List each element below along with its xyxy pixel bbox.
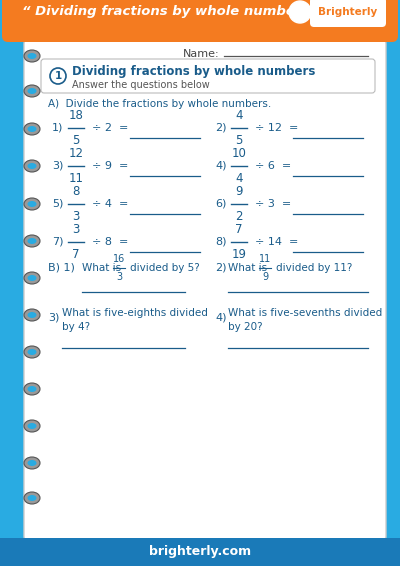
Ellipse shape — [24, 383, 40, 395]
Text: 3: 3 — [116, 272, 122, 282]
Text: 9: 9 — [262, 272, 268, 282]
Text: divided by 5?: divided by 5? — [130, 263, 200, 273]
Text: 4): 4) — [215, 161, 226, 171]
Ellipse shape — [24, 346, 40, 358]
Ellipse shape — [28, 423, 36, 429]
Text: 4: 4 — [235, 172, 243, 185]
Text: divided by 11?: divided by 11? — [276, 263, 352, 273]
Ellipse shape — [24, 420, 40, 432]
Text: A)  Divide the fractions by whole numbers.: A) Divide the fractions by whole numbers… — [48, 99, 271, 109]
Ellipse shape — [28, 349, 36, 355]
Text: ÷ 14  =: ÷ 14 = — [255, 237, 298, 247]
Text: 5): 5) — [52, 199, 63, 209]
Text: What is: What is — [82, 263, 121, 273]
Text: 2): 2) — [215, 263, 226, 273]
Text: 8: 8 — [72, 185, 80, 198]
Ellipse shape — [28, 275, 36, 281]
Ellipse shape — [28, 163, 36, 169]
Ellipse shape — [28, 460, 36, 466]
Text: 5: 5 — [72, 134, 80, 147]
Ellipse shape — [28, 53, 36, 59]
Text: ÷ 8  =: ÷ 8 = — [92, 237, 128, 247]
Ellipse shape — [24, 235, 40, 247]
Text: ÷ 12  =: ÷ 12 = — [255, 123, 298, 133]
Circle shape — [289, 1, 311, 23]
Text: 9: 9 — [235, 185, 243, 198]
Text: by 20?: by 20? — [228, 322, 263, 332]
Text: B) 1): B) 1) — [48, 263, 75, 273]
Text: 11: 11 — [68, 172, 84, 185]
Text: ÷ 4  =: ÷ 4 = — [92, 199, 128, 209]
Ellipse shape — [24, 50, 40, 62]
Ellipse shape — [24, 309, 40, 321]
Circle shape — [50, 68, 66, 84]
Ellipse shape — [24, 160, 40, 172]
Text: by 4?: by 4? — [62, 322, 90, 332]
Ellipse shape — [28, 386, 36, 392]
Text: 6): 6) — [215, 199, 226, 209]
Text: 4: 4 — [235, 109, 243, 122]
Text: ÷ 3  =: ÷ 3 = — [255, 199, 291, 209]
Text: 7): 7) — [52, 237, 64, 247]
Ellipse shape — [24, 85, 40, 97]
Ellipse shape — [28, 88, 36, 94]
Text: What is: What is — [228, 263, 267, 273]
FancyBboxPatch shape — [24, 38, 386, 542]
Ellipse shape — [28, 126, 36, 132]
Ellipse shape — [28, 312, 36, 318]
Text: 18: 18 — [68, 109, 84, 122]
Text: ÷ 2  =: ÷ 2 = — [92, 123, 128, 133]
Ellipse shape — [24, 457, 40, 469]
Text: Brighterly: Brighterly — [318, 7, 378, 17]
Text: 5: 5 — [235, 134, 243, 147]
Text: 19: 19 — [232, 248, 246, 261]
Text: 3: 3 — [72, 223, 80, 236]
Text: 3): 3) — [48, 313, 59, 323]
Text: 3): 3) — [52, 161, 63, 171]
Text: 11: 11 — [259, 254, 271, 264]
Text: ÷ 6  =: ÷ 6 = — [255, 161, 291, 171]
FancyBboxPatch shape — [310, 0, 386, 27]
Text: ÷ 9  =: ÷ 9 = — [92, 161, 128, 171]
Text: brighterly.com: brighterly.com — [149, 546, 251, 559]
Ellipse shape — [24, 272, 40, 284]
Ellipse shape — [28, 238, 36, 244]
Text: 8): 8) — [215, 237, 226, 247]
Text: 10: 10 — [232, 147, 246, 160]
Ellipse shape — [28, 495, 36, 501]
Text: 1: 1 — [54, 71, 62, 81]
Text: 4): 4) — [215, 313, 226, 323]
Text: What is five-eighths divided: What is five-eighths divided — [62, 308, 208, 318]
Text: 7: 7 — [235, 223, 243, 236]
Text: 1): 1) — [52, 123, 63, 133]
Ellipse shape — [24, 198, 40, 210]
Text: Dividing fractions by whole numbers: Dividing fractions by whole numbers — [72, 65, 315, 78]
FancyBboxPatch shape — [0, 538, 400, 566]
FancyBboxPatch shape — [2, 0, 398, 42]
Text: 16: 16 — [113, 254, 125, 264]
Ellipse shape — [24, 123, 40, 135]
Text: 2): 2) — [215, 123, 226, 133]
FancyBboxPatch shape — [41, 59, 375, 93]
Text: “ Dividing fractions by whole numbers: “ Dividing fractions by whole numbers — [22, 6, 309, 19]
Text: 12: 12 — [68, 147, 84, 160]
Text: 2: 2 — [235, 210, 243, 223]
Ellipse shape — [24, 492, 40, 504]
Text: Answer the questions below: Answer the questions below — [72, 80, 210, 90]
Text: 7: 7 — [72, 248, 80, 261]
Ellipse shape — [28, 201, 36, 207]
Text: What is five-sevenths divided: What is five-sevenths divided — [228, 308, 382, 318]
Text: 3: 3 — [72, 210, 80, 223]
Text: Name:: Name: — [183, 49, 220, 59]
